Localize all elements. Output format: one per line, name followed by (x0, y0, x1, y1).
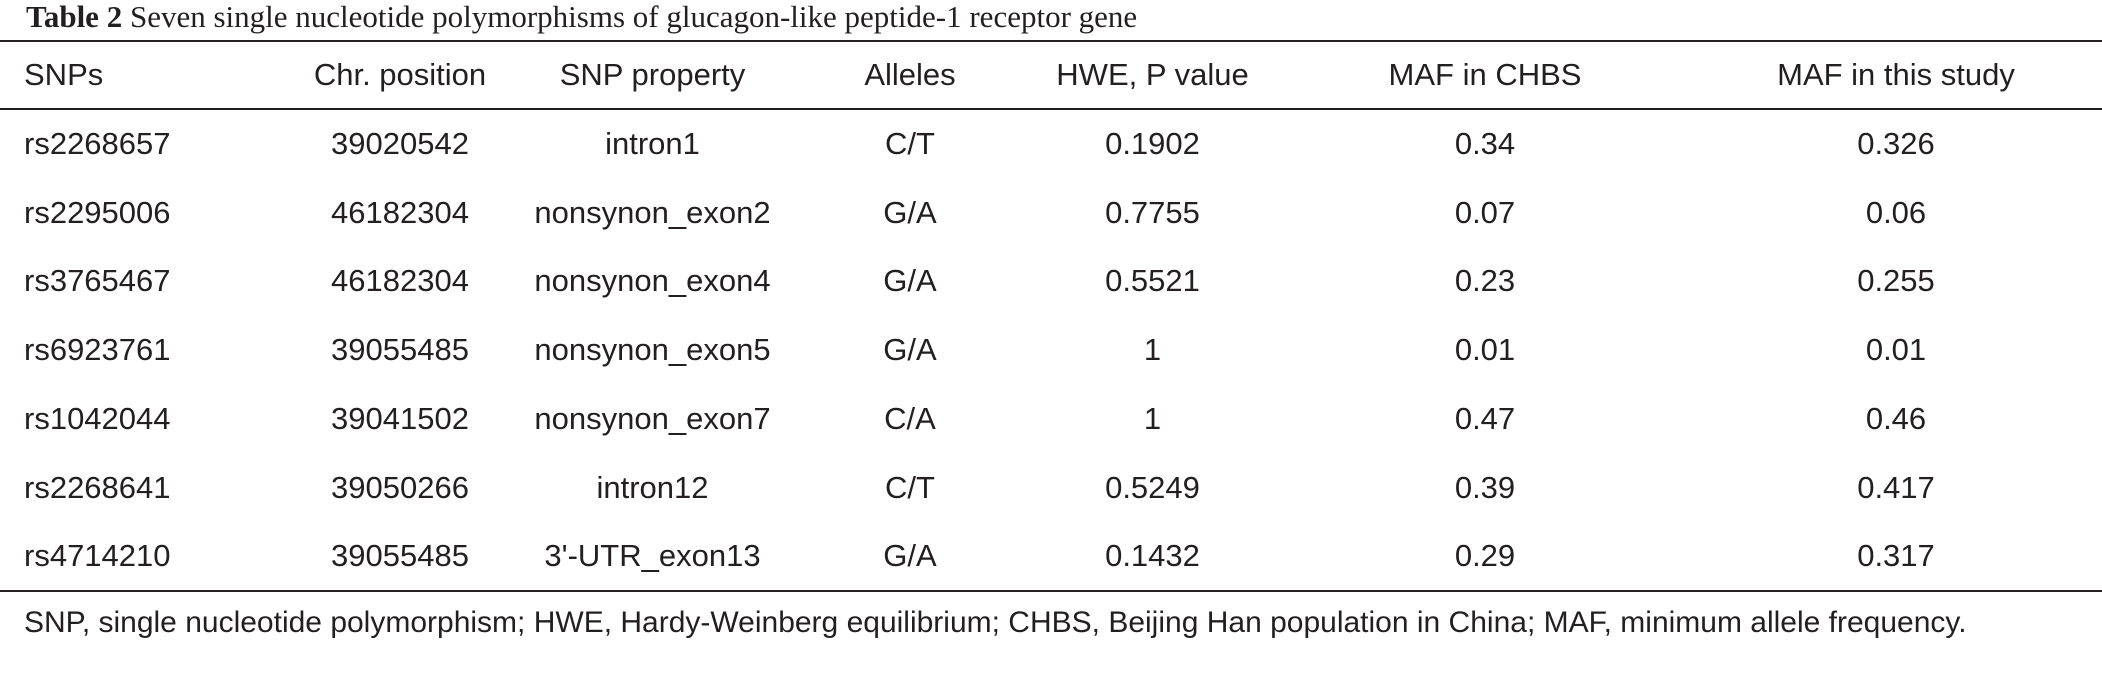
cell-snp: rs6923761 (24, 332, 171, 368)
cell-snp: rs2268657 (24, 126, 171, 161)
cell-maf-chbs: 0.47 (1454, 400, 1516, 436)
cell-snp-property: nonsynon_exon7 (534, 400, 771, 436)
cell-hwe-p-value: 0.1902 (1105, 126, 1200, 161)
column-header-maf-study: MAF in this study (1777, 57, 2015, 92)
cell-snp-property: nonsynon_exon2 (534, 194, 771, 230)
cell-maf-chbs: 0.01 (1454, 332, 1516, 368)
table-caption-label: Table 2 (26, 0, 123, 34)
cell-maf-chbs: 0.07 (1454, 194, 1516, 230)
cell-maf-study: 0.317 (1857, 538, 1935, 574)
table-row: rs6923761 39055485 nonsynon_exon5 G/A 1 … (0, 316, 2102, 385)
cell-chr-position: 39055485 (331, 332, 469, 368)
table-row: rs4714210 39055485 3'-UTR_exon13 G/A 0.1… (0, 522, 2102, 591)
table-bottom-rule (0, 590, 2102, 592)
cell-maf-study: 0.06 (1865, 194, 1927, 230)
cell-hwe-p-value: 0.7755 (1105, 194, 1200, 230)
column-header-maf-chbs: MAF in CHBS (1388, 57, 1582, 92)
column-header-hwe-p-value: HWE, P value (1056, 57, 1249, 92)
cell-chr-position: 39041502 (331, 400, 469, 436)
cell-chr-position: 39050266 (331, 469, 469, 505)
cell-snp-property: nonsynon_exon4 (534, 263, 771, 299)
cell-maf-study: 0.46 (1865, 400, 1927, 436)
table-caption-title: Seven single nucleotide polymorphisms of… (129, 0, 1138, 34)
column-header-snps: SNPs (24, 57, 104, 92)
cell-hwe-p-value: 0.5521 (1105, 263, 1200, 299)
cell-chr-position: 39020542 (331, 126, 469, 161)
column-header-alleles: Alleles (864, 57, 956, 92)
cell-snp: rs3765467 (24, 263, 171, 299)
cell-maf-chbs: 0.39 (1454, 469, 1516, 505)
table-row: rs2268641 39050266 intron12 C/T 0.5249 0… (0, 454, 2102, 523)
cell-maf-study: 0.255 (1857, 263, 1935, 299)
cell-chr-position: 46182304 (331, 263, 469, 299)
cell-snp-property: intron12 (596, 469, 709, 505)
cell-maf-chbs: 0.34 (1454, 126, 1516, 161)
table-footnote: SNP, single nucleotide polymorphism; HWE… (24, 606, 1967, 639)
table-row: rs2295006 46182304 nonsynon_exon2 G/A 0.… (0, 179, 2102, 248)
cell-alleles: C/A (884, 400, 936, 436)
table-caption: Table 2 Seven single nucleotide polymorp… (26, 0, 1137, 40)
cell-maf-chbs: 0.23 (1454, 263, 1516, 299)
table-row: rs2268657 39020542 intron1 C/T 0.1902 0.… (0, 108, 2102, 179)
column-header-chr-position: Chr. position (313, 57, 487, 92)
cell-hwe-p-value: 0.5249 (1105, 469, 1200, 505)
table-header-row: SNPs Chr. position SNP property Alleles … (0, 42, 2102, 108)
cell-snp: rs2295006 (24, 194, 171, 230)
cell-hwe-p-value: 0.1432 (1105, 538, 1200, 574)
cell-maf-study: 0.417 (1857, 469, 1935, 505)
cell-snp: rs2268641 (24, 469, 171, 505)
cell-maf-study: 0.326 (1857, 126, 1935, 161)
snp-table: SNPs Chr. position SNP property Alleles … (0, 42, 2102, 591)
cell-snp-property: intron1 (605, 126, 700, 161)
cell-snp-property: nonsynon_exon5 (534, 332, 771, 368)
cell-maf-chbs: 0.29 (1454, 538, 1516, 574)
table-top-rule (0, 40, 2102, 42)
cell-alleles: G/A (883, 194, 937, 230)
cell-maf-study: 0.01 (1865, 332, 1927, 368)
cell-alleles: G/A (883, 332, 937, 368)
cell-alleles: C/T (885, 126, 935, 161)
cell-alleles: G/A (883, 263, 937, 299)
table-header-rule (0, 108, 2102, 110)
cell-chr-position: 46182304 (331, 194, 469, 230)
table-row: rs3765467 46182304 nonsynon_exon4 G/A 0.… (0, 247, 2102, 316)
cell-hwe-p-value: 1 (1143, 400, 1162, 436)
cell-snp: rs4714210 (24, 538, 171, 574)
cell-alleles: G/A (883, 538, 937, 574)
cell-hwe-p-value: 1 (1143, 332, 1162, 368)
cell-chr-position: 39055485 (331, 538, 469, 574)
column-header-snp-property: SNP property (559, 57, 746, 92)
cell-snp-property: 3'-UTR_exon13 (544, 538, 761, 574)
cell-snp: rs1042044 (24, 400, 171, 436)
cell-alleles: C/T (885, 469, 935, 505)
table-row: rs1042044 39041502 nonsynon_exon7 C/A 1 … (0, 385, 2102, 454)
